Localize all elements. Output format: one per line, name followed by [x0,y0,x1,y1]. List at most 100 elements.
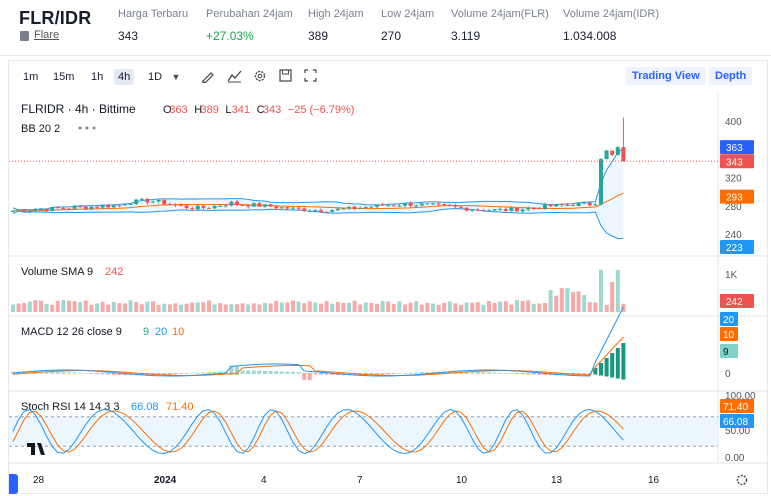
macd-histogram-bar [520,373,525,375]
stoch-d-line [12,410,624,453]
volume-bar [235,304,239,312]
macd-histogram-bar [111,373,116,375]
volume-bar [240,303,245,312]
candle-body [604,150,609,160]
volume-bar [145,301,150,312]
volume-bar [285,302,290,312]
candle-body [235,201,239,205]
settings-icon[interactable] [252,69,268,85]
macd-histogram-bar [78,372,83,374]
candle-body [447,204,452,206]
macd-histogram-bar [44,371,49,374]
legend-macd-v1: 9 [143,326,149,338]
time-tick: 2024 [154,475,177,486]
legend-ohlc: C [257,104,265,116]
save-icon[interactable] [277,69,293,85]
candle-body [503,208,508,211]
coin-doc-icon [20,31,29,41]
macd-badge-text: 9 [723,347,729,358]
volume-bar [358,304,363,312]
depth-button[interactable]: Depth [709,67,753,85]
candle-body [576,203,581,206]
interval-1h[interactable]: 1h [91,71,104,83]
macd-histogram-bar [380,373,385,375]
volume-bar [610,282,615,312]
volume-bar [481,304,486,312]
candle-body [436,203,441,205]
macd-histogram-bar [408,372,413,374]
macd-histogram-bar [173,373,178,375]
macd-histogram-bar [218,371,223,374]
stoch-badge [720,399,754,413]
legend-macd: MACD 12 26 close 9 [21,326,122,338]
volume-bar [22,302,27,312]
legend-volume-val: 242 [105,266,123,278]
macd-histogram-bar [279,371,284,374]
macd-histogram-bar [599,363,603,376]
candle-body [251,203,256,207]
legend-macd-v3: 10 [172,326,184,338]
trading-view-button[interactable]: Trading View [626,67,706,85]
volume-bar [330,303,335,312]
stat-value: 270 [381,29,402,43]
macd-histogram-bar [582,373,587,375]
stat-2: High 24jam 389 [308,8,364,43]
draw-icon[interactable] [200,69,216,85]
stoch-badge [720,414,754,428]
macd-histogram-bar [391,373,396,374]
legend-more-dots [78,126,82,130]
macd-badge [720,344,738,358]
candle-body [50,207,55,211]
volume-bar [341,302,346,312]
interval-15m[interactable]: 15m [53,71,75,83]
coin-link[interactable]: Flare [34,29,60,41]
macd-histogram-bar [515,373,519,374]
candle-body [11,210,15,212]
macd-histogram-bar [531,373,536,375]
time-tick: 28 [33,475,45,486]
volume-bar [257,304,262,312]
macd-histogram-bar [352,373,357,376]
volume-bar [111,301,116,312]
volume-bar [33,300,38,312]
side-panel-handle[interactable] [9,474,18,494]
price-badge-text: 223 [726,243,743,254]
stat-label: Low 24jam [381,8,435,20]
volume-bar [44,304,49,312]
candle-body [106,205,111,208]
stat-value: +27.03% [206,29,254,43]
stat-1: Perubahan 24jam +27.03% [206,8,293,43]
candle-body [453,205,458,207]
macd-histogram-bar [503,372,508,374]
legend-macd-v2: 20 [155,326,167,338]
macd-badge [720,327,738,341]
interval-4h[interactable]: 4h [114,69,135,85]
candle-body [414,205,419,207]
volume-bar [408,302,413,312]
interval-1m[interactable]: 1m [23,71,39,83]
volume-bar [369,302,374,312]
volume-bar [139,304,144,312]
volume-bar [447,301,452,312]
macd-histogram-bar [61,372,66,374]
candle-body [195,205,200,210]
macd-histogram-bar [487,372,491,374]
volume-bar [11,304,15,312]
interval-1d[interactable]: 1D [148,71,163,83]
volume-bar [442,302,447,312]
fullscreen-icon[interactable] [302,69,318,85]
macd-histogram-bar [235,365,239,375]
candle-body [16,210,21,212]
chart-toolbar: 1m 15m 1h 4h 1D ▼ Trading View Depth [9,61,767,93]
time-tick: 16 [648,475,660,486]
macd-histogram-bar [425,372,430,374]
macd-histogram-bar [375,373,379,375]
candle-body [610,150,615,155]
candle-body [39,209,43,211]
volume-bar [279,302,284,312]
dropdown-caret-icon[interactable]: ▼ [171,72,181,82]
macd-histogram-bar [83,373,88,374]
indicators-icon[interactable] [226,69,242,85]
stat-label: Volume 24jam(FLR) [451,8,549,20]
